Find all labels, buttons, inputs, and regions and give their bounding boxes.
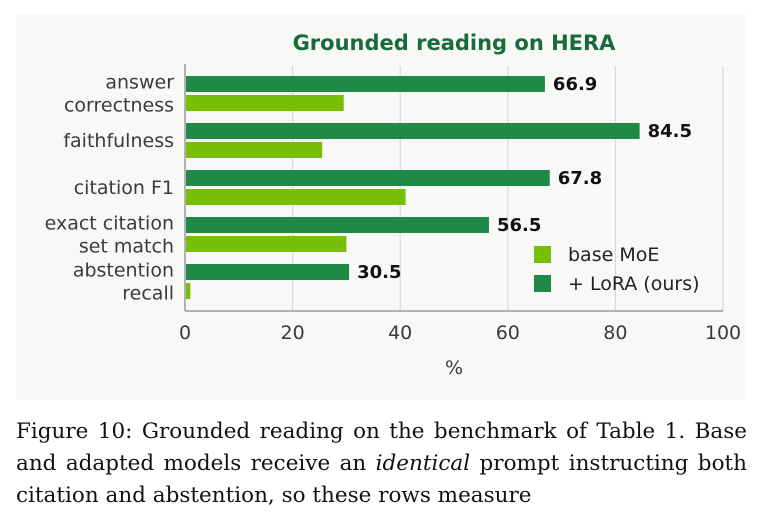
y-category-label: faithfulness bbox=[63, 130, 174, 152]
x-tick-label: 0 bbox=[179, 322, 191, 344]
legend-swatch bbox=[534, 246, 551, 263]
bar-base bbox=[186, 95, 344, 111]
bar-lora bbox=[186, 217, 489, 233]
bar-chart: Grounded reading on HERA 66.9 84.5 67.8 56.… bbox=[45, 31, 742, 379]
x-axis-label: % bbox=[445, 357, 463, 379]
x-tick-label: 20 bbox=[281, 322, 305, 344]
y-category-label: abstention bbox=[73, 260, 174, 282]
y-category-label: set match bbox=[79, 236, 174, 258]
bar-lora bbox=[186, 76, 545, 92]
bar-value-label: 84.5 bbox=[648, 121, 692, 142]
y-category-label: correctness bbox=[64, 95, 174, 117]
x-tick-label: 100 bbox=[705, 322, 741, 344]
figure-caption: Figure 10: Grounded reading on the bench… bbox=[16, 416, 747, 512]
bar-base bbox=[186, 283, 191, 299]
bar-value-label: 67.8 bbox=[558, 168, 602, 189]
caption-emphasis: identical bbox=[375, 451, 471, 476]
caption-text: Figure 10: Grounded reading on the bench… bbox=[16, 419, 747, 476]
x-tick-label: 60 bbox=[496, 322, 520, 344]
legend-swatch bbox=[534, 275, 551, 292]
legend-label: + LoRA (ours) bbox=[568, 273, 700, 295]
caption-text-tail: prompt instructing both citation and abs… bbox=[16, 451, 747, 508]
y-category-label: recall bbox=[122, 283, 174, 305]
figure-panel: Grounded reading on HERA 66.9 84.5 67.8 56.… bbox=[16, 14, 745, 400]
x-tick-label: 80 bbox=[603, 322, 627, 344]
bar-base bbox=[186, 236, 347, 252]
bar-base bbox=[186, 142, 323, 158]
legend-label: base MoE bbox=[568, 244, 659, 266]
bar-value-label: 56.5 bbox=[497, 215, 541, 236]
y-category-label: exact citation bbox=[45, 213, 174, 235]
bar-value-label: 66.9 bbox=[553, 74, 597, 95]
chart-title: Grounded reading on HERA bbox=[293, 31, 617, 55]
bar-lora bbox=[186, 170, 550, 186]
bar-value-label: 30.5 bbox=[357, 262, 401, 283]
bar-base bbox=[186, 189, 406, 205]
y-category-label: answer bbox=[105, 72, 174, 94]
y-category-label: citation F1 bbox=[74, 177, 174, 199]
x-tick-label: 40 bbox=[388, 322, 412, 344]
bar-lora bbox=[186, 123, 640, 139]
bar-lora bbox=[186, 264, 350, 280]
